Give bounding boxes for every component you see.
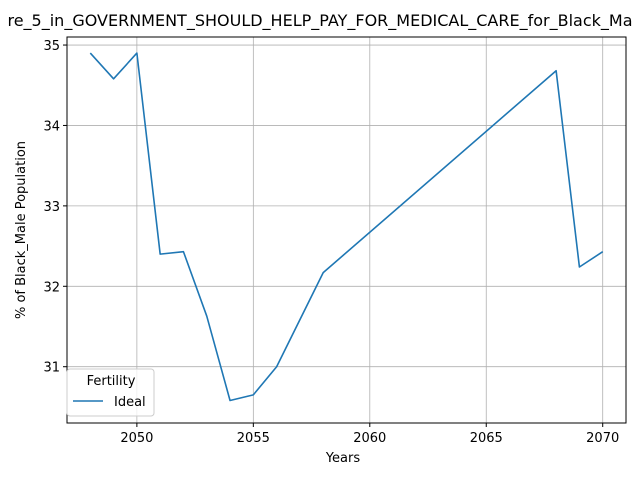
y-tick-label: 34 — [43, 119, 60, 134]
y-axis: 31 32 33 34 35 — [43, 39, 67, 376]
legend-label: Ideal — [114, 395, 146, 410]
x-tick-label: 2070 — [586, 431, 619, 446]
y-axis-label: % of Black_Male Population — [14, 141, 29, 319]
grid-lines — [67, 37, 626, 423]
series-line — [89, 52, 604, 402]
x-axis: 2050 2055 2060 2065 2070 — [120, 423, 619, 446]
legend: Fertility Ideal — [66, 368, 155, 417]
x-tick-label: 2060 — [353, 431, 386, 446]
x-tick-label: 2065 — [470, 431, 503, 446]
y-tick-label: 31 — [43, 361, 60, 376]
x-axis-label: Years — [325, 451, 361, 466]
y-tick-label: 33 — [43, 200, 60, 215]
y-tick-label: 35 — [43, 39, 60, 54]
x-tick-label: 2050 — [120, 431, 153, 446]
legend-box — [66, 368, 155, 417]
legend-title: Fertility — [87, 374, 136, 389]
chart-title: re_5_in_GOVERNMENT_SHOULD_HELP_PAY_FOR_M… — [7, 11, 632, 31]
plot-frame — [66, 36, 627, 424]
y-tick-label: 32 — [43, 280, 60, 295]
x-tick-label: 2055 — [237, 431, 270, 446]
series-layer — [89, 52, 604, 402]
